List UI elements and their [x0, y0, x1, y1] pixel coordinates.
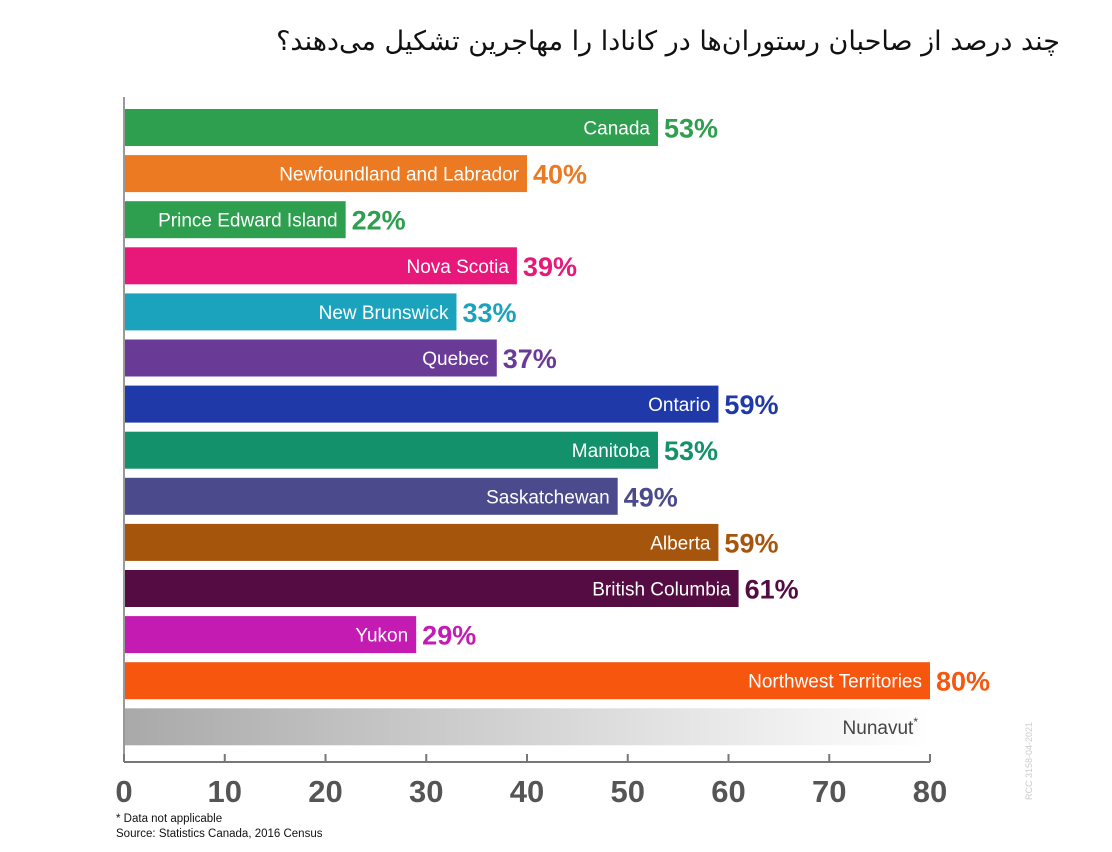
bar-label-newfoundland-and-labrador: Newfoundland and Labrador [279, 165, 519, 186]
value-label-nova-scotia: 39% [523, 252, 577, 282]
bar-label-saskatchewan: Saskatchewan [486, 487, 610, 508]
x-tick-label-10: 10 [208, 774, 242, 809]
watermark-code: RCC 3158-04-2021 [1024, 721, 1034, 800]
bar-label-alberta: Alberta [650, 533, 711, 554]
x-tick-label-80: 80 [913, 774, 947, 809]
x-tick-label-20: 20 [308, 774, 342, 809]
x-tick-label-60: 60 [711, 774, 745, 809]
value-label-newfoundland-and-labrador: 40% [533, 160, 587, 190]
bar-label-ontario: Ontario [648, 395, 710, 416]
bar-label-manitoba: Manitoba [572, 441, 651, 462]
value-label-manitoba: 53% [664, 436, 718, 466]
bars-layer: Canada 53% Newfoundland and Labrador 40% Pri… [124, 109, 990, 746]
bar-yukon [124, 616, 417, 654]
bar-manitoba [124, 431, 658, 469]
bar-ontario [124, 385, 719, 423]
x-tick-label-0: 0 [115, 774, 132, 809]
bar-prince-edward-island [124, 201, 346, 239]
bar-label-new-brunswick: New Brunswick [319, 303, 449, 324]
x-tick-label-70: 70 [812, 774, 846, 809]
bar-british-columbia [124, 570, 739, 607]
bar-nova-scotia [124, 247, 517, 285]
x-tick-label-30: 30 [409, 774, 443, 809]
bar-label-british-columbia: British Columbia [592, 580, 731, 601]
bar-saskatchewan [124, 477, 618, 515]
bar-label-northwest-territories: Northwest Territories [748, 672, 922, 693]
value-label-yukon: 29% [422, 621, 476, 651]
bar-label-nova-scotia: Nova Scotia [406, 257, 509, 278]
bar-label-yukon: Yukon [355, 626, 408, 647]
footnote-source: Source: Statistics Canada, 2016 Census [116, 828, 323, 840]
x-axis: 0 10 20 30 40 50 60 70 80 [115, 97, 947, 809]
value-label-quebec: 37% [503, 344, 557, 374]
chart-title: چند درصد از صاحبان رستوران‌ها در کانادا … [276, 26, 1060, 57]
bar-alberta [124, 523, 719, 561]
value-label-saskatchewan: 49% [624, 482, 678, 512]
bar-new-brunswick [124, 293, 457, 331]
value-label-new-brunswick: 33% [462, 298, 516, 328]
bar-newfoundland-and-labrador [124, 155, 527, 193]
value-label-canada: 53% [664, 114, 718, 144]
value-label-northwest-territories: 80% [936, 667, 990, 697]
bar-label-canada: Canada [583, 119, 650, 140]
x-tick-label-50: 50 [611, 774, 645, 809]
bar-quebec [124, 339, 497, 377]
value-label-prince-edward-island: 22% [352, 206, 406, 236]
footnote-not-applicable: * Data not applicable [116, 813, 223, 825]
x-tick-label-40: 40 [510, 774, 544, 809]
bar-northwest-territories [124, 662, 930, 700]
value-label-ontario: 59% [724, 390, 778, 420]
value-label-british-columbia: 61% [745, 575, 799, 605]
value-label-alberta: 59% [724, 528, 778, 558]
bar-label-prince-edward-island: Prince Edward Island [158, 211, 338, 232]
bar-nunavut [124, 708, 930, 746]
bar-label-quebec: Quebec [422, 349, 489, 370]
bar-canada [124, 109, 658, 146]
bar-label-nunavut: Nunavut* [843, 715, 919, 739]
